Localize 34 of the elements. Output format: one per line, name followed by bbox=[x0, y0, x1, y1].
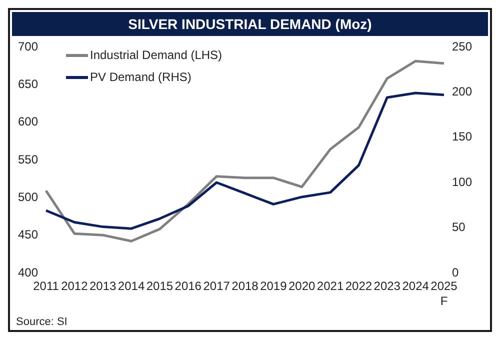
chart-title: SILVER INDUSTRIAL DEMAND (Moz) bbox=[12, 12, 488, 36]
line-series bbox=[44, 92, 446, 230]
line-series bbox=[44, 60, 446, 242]
x-tick-label: 2014 bbox=[118, 279, 145, 293]
y-tick-label: 450 bbox=[18, 228, 38, 242]
x-tick-label: 2017 bbox=[203, 279, 230, 293]
source-note: Source: SI bbox=[16, 316, 68, 328]
y2-tick-label: 0 bbox=[452, 265, 459, 280]
x-tick-label: 2019 bbox=[260, 279, 288, 293]
x-tick-label: 2018 bbox=[232, 279, 259, 293]
x-tick-label: 2016 bbox=[174, 279, 202, 293]
x-tick-label: 2025 F bbox=[430, 279, 458, 308]
y-tick-label: 500 bbox=[18, 190, 38, 204]
x-tick-label: 2021 bbox=[316, 279, 344, 293]
legend-label: Industrial Demand (LHS) bbox=[90, 47, 222, 64]
x-tick-label: 2011 bbox=[33, 279, 60, 293]
legend-label: PV Demand (RHS) bbox=[90, 69, 192, 86]
x-tick-label: 2023 bbox=[374, 279, 401, 293]
y2-tick-label: 50 bbox=[452, 220, 466, 234]
y2-tick-label: 250 bbox=[452, 39, 472, 54]
x-tick-label: 2024 bbox=[402, 279, 430, 293]
y-tick-label: 550 bbox=[18, 152, 38, 166]
y2-tick-label: 100 bbox=[452, 174, 472, 189]
x-tick-label: 2022 bbox=[345, 279, 372, 293]
y-tick-label: 700 bbox=[18, 39, 38, 54]
x-tick-label: 2020 bbox=[288, 279, 316, 293]
x-tick-label: 2013 bbox=[90, 279, 117, 293]
y-tick-label: 400 bbox=[18, 265, 38, 280]
y2-tick-label: 200 bbox=[452, 84, 472, 98]
y-tick-label: 600 bbox=[18, 114, 38, 129]
y-tick-label: 650 bbox=[18, 76, 38, 91]
y2-tick-label: 150 bbox=[452, 130, 472, 144]
x-tick-label: 2015 bbox=[146, 279, 174, 293]
x-tick-label: 2012 bbox=[61, 279, 88, 293]
